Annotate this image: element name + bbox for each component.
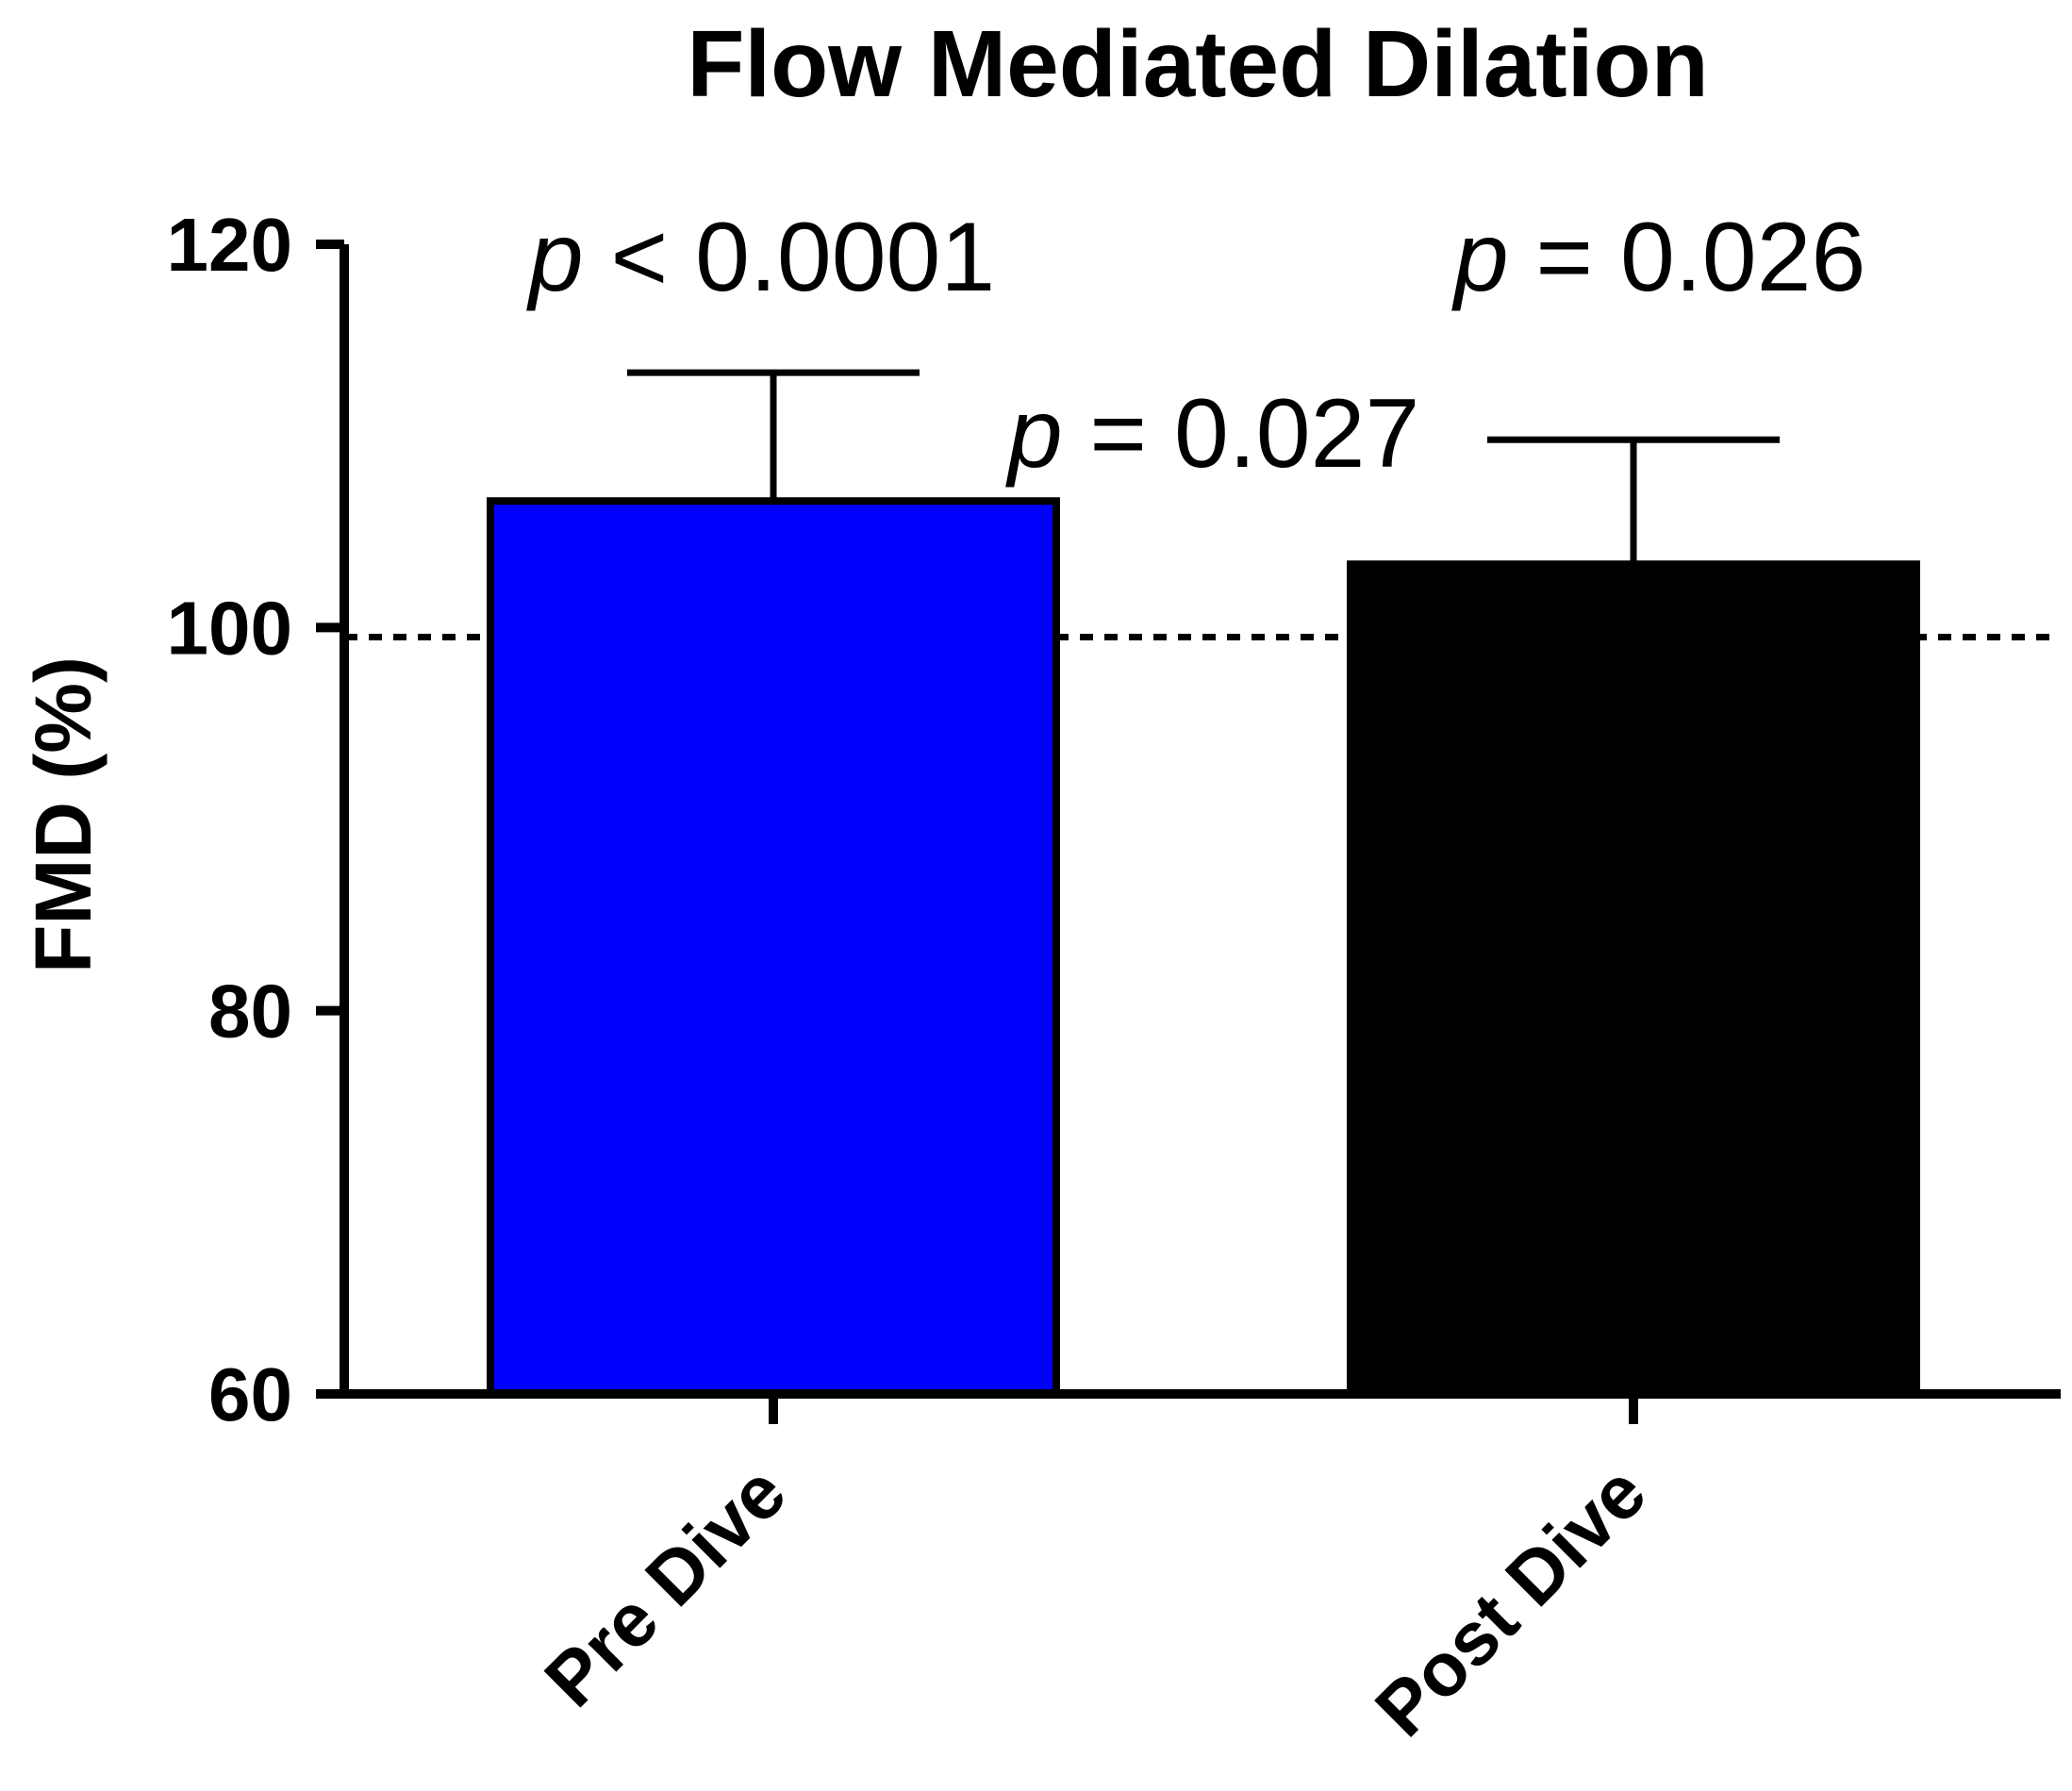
bar-pre-dive [487, 497, 1060, 1398]
y-tick-label-100: 100 [167, 586, 292, 670]
chart-title: Flow Mediated Dilation [687, 11, 1708, 117]
y-tick-label-120: 120 [167, 203, 292, 287]
p-value-post-dive-symbol: p [1451, 203, 1509, 312]
category-label-post-dive: Post Dive [1359, 1450, 1662, 1752]
p-value-post-dive-value: = 0.026 [1509, 203, 1866, 312]
p-value-pre-dive-value: < 0.0001 [584, 203, 996, 312]
category-label-pre-dive: Pre Dive [529, 1450, 802, 1722]
y-tick-label-60: 60 [208, 1352, 292, 1436]
p-value-post-dive: p = 0.026 [1451, 203, 1866, 312]
bars-layer [487, 369, 1920, 1398]
bar-post-dive [1347, 560, 1920, 1398]
p-value-between-symbol: p [1005, 379, 1063, 489]
axes-layer [316, 240, 2061, 1424]
p-value-between: p = 0.027 [1005, 379, 1420, 489]
p-value-pre-dive-symbol: p [526, 203, 584, 312]
p-value-between-value: = 0.027 [1063, 379, 1420, 489]
p-value-pre-dive: p < 0.0001 [526, 203, 995, 312]
y-axis-label: FMD (%) [19, 656, 108, 973]
y-tick-label-80: 80 [208, 970, 292, 1053]
